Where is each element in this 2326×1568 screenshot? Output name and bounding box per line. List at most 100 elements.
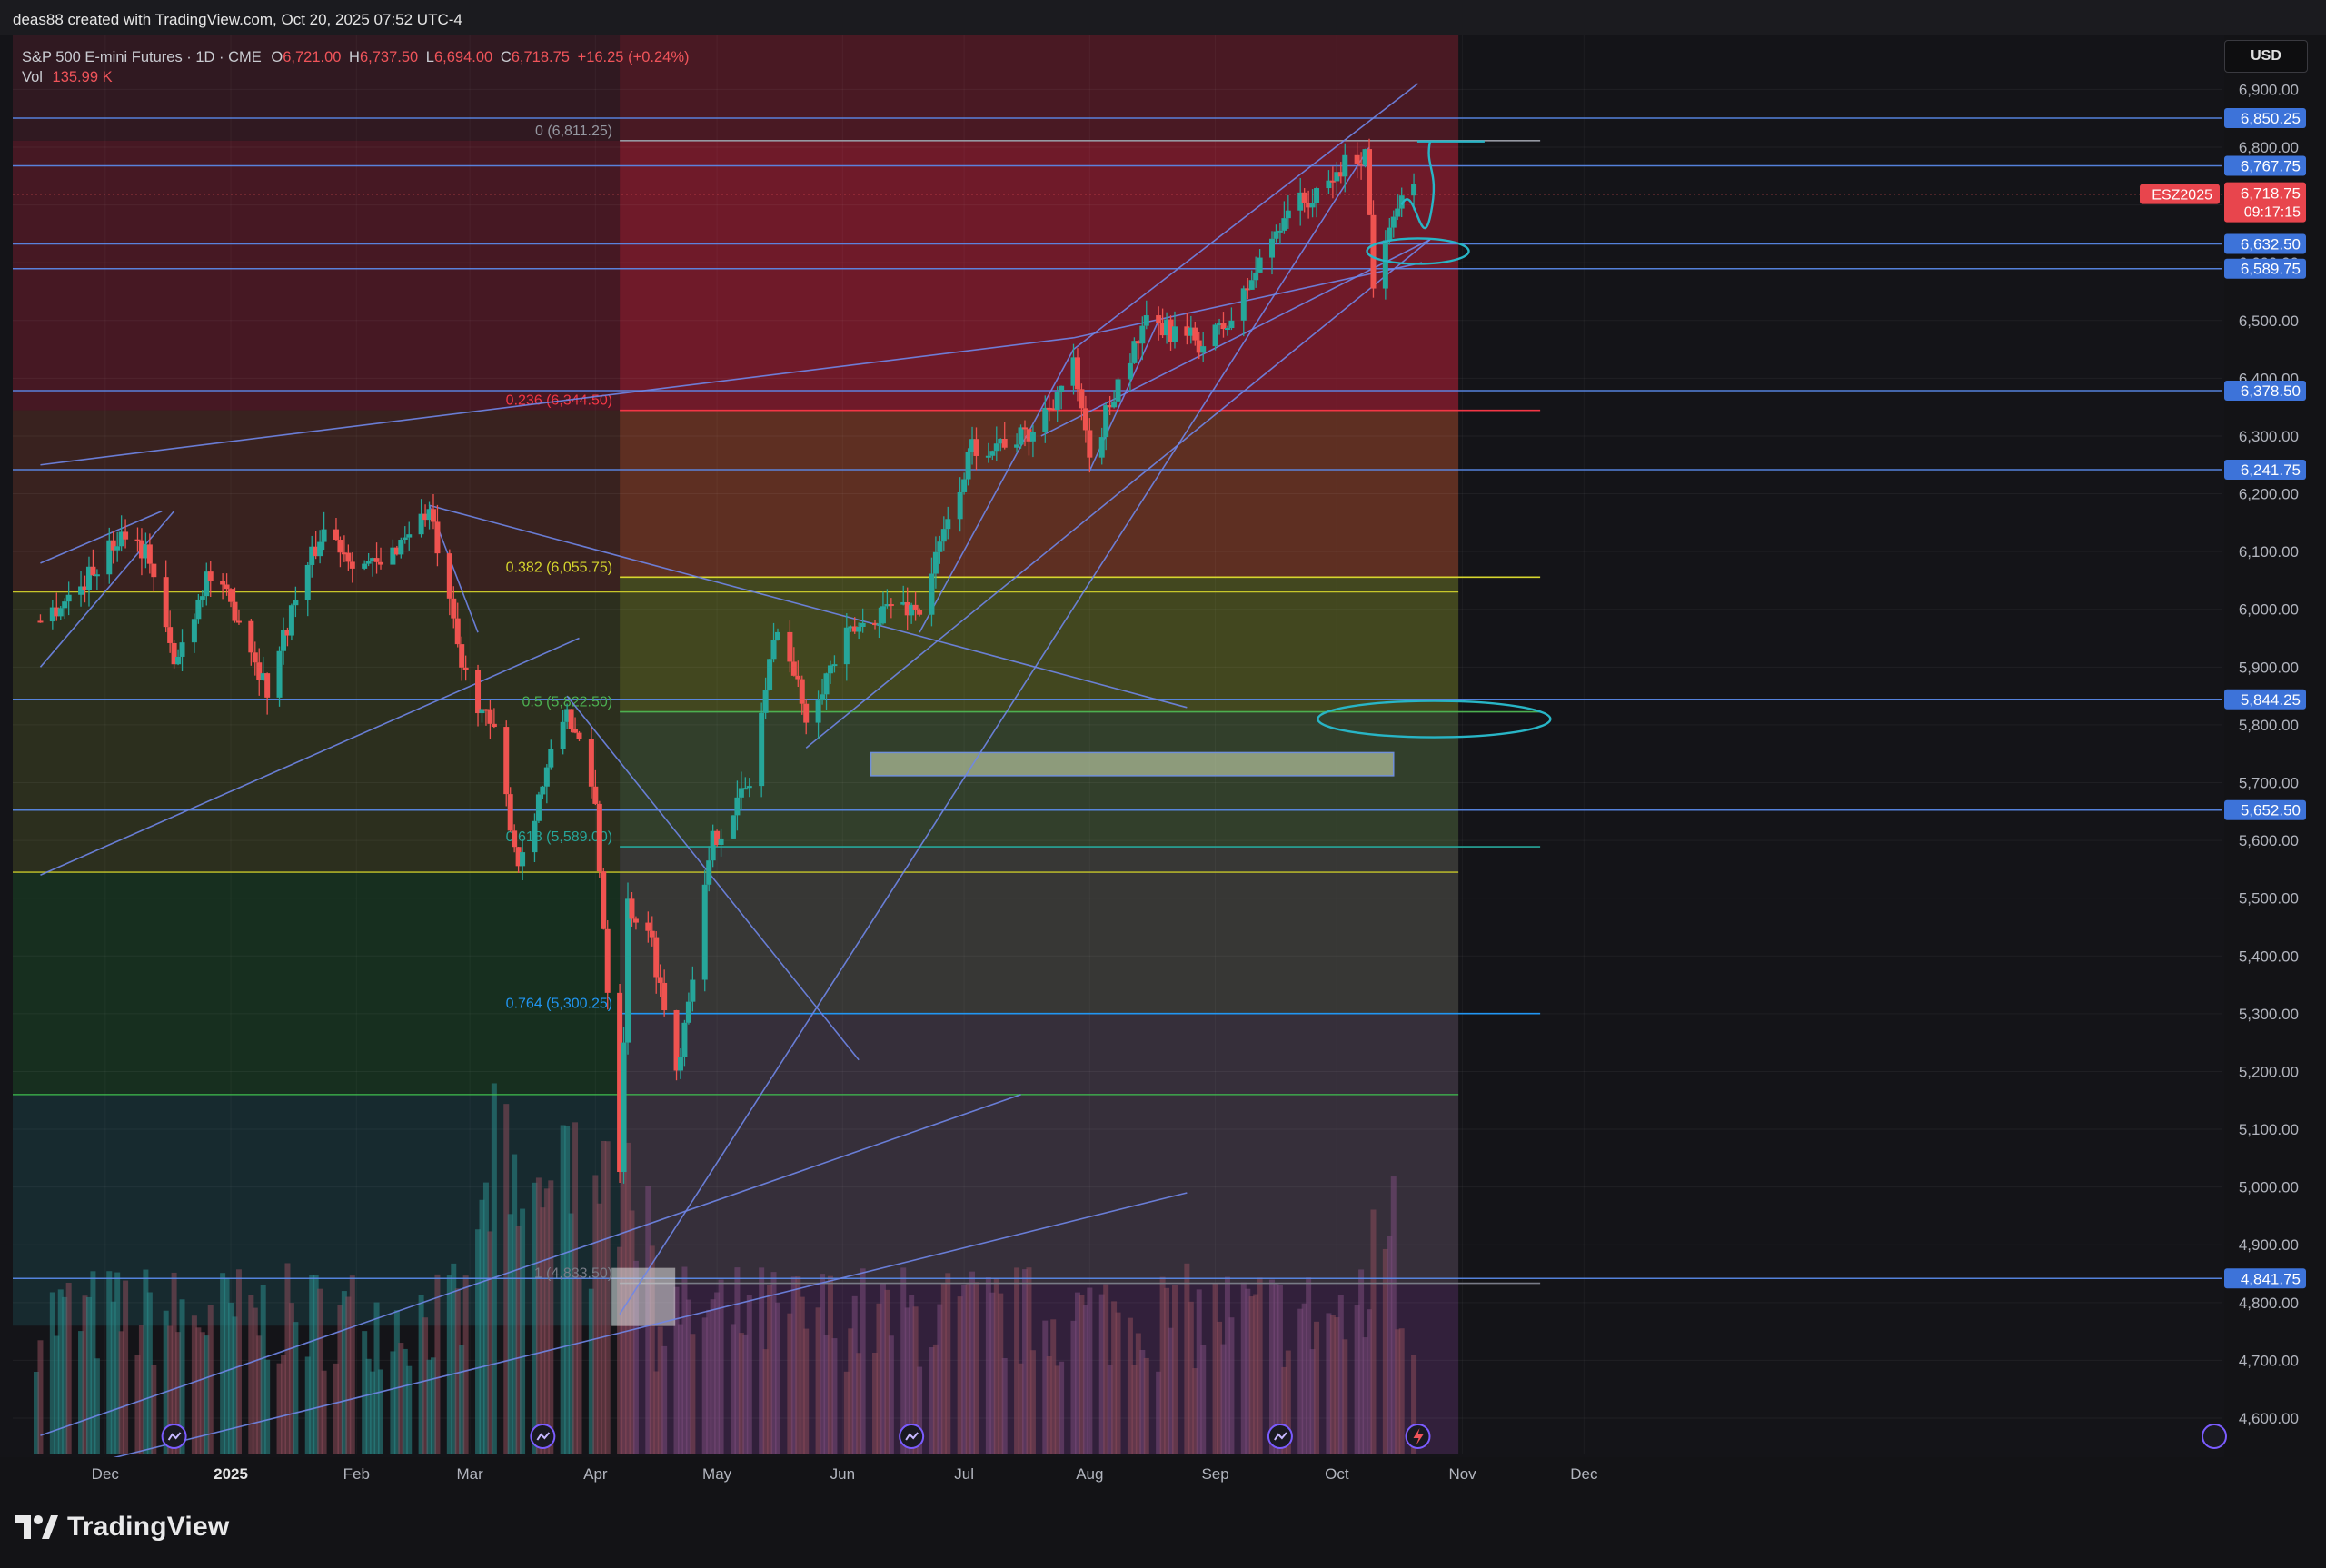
candle-body	[1220, 323, 1227, 330]
candle	[487, 700, 493, 739]
attribution-text: deas88 created with TradingView.com, Oct…	[13, 11, 462, 28]
candle-body	[1248, 280, 1255, 290]
volume-bar	[535, 1177, 542, 1454]
candle	[904, 587, 910, 630]
x-tick-label-9: Sep	[1201, 1465, 1228, 1483]
volume-bar	[281, 1355, 286, 1454]
candle	[362, 560, 368, 571]
candle	[276, 646, 283, 707]
price-chart[interactable]: 0 (6,811.25)0.236 (6,344.50)0.382 (6,055…	[0, 35, 2326, 1495]
candle-body	[1018, 427, 1024, 445]
candle-body	[957, 491, 963, 520]
volume-bar	[860, 1268, 866, 1454]
candle	[645, 911, 651, 943]
candle-body	[543, 767, 550, 787]
candle-body	[937, 541, 943, 552]
candle-body	[191, 619, 197, 643]
candle-body	[799, 679, 805, 704]
volume-bar	[446, 1275, 452, 1454]
candle-body	[85, 566, 92, 590]
volume-bar	[1362, 1337, 1368, 1454]
volume-bar	[228, 1302, 234, 1454]
volume-bar	[434, 1274, 441, 1454]
candle	[1188, 315, 1194, 344]
candle-body	[82, 586, 88, 590]
volume-bar	[1159, 1276, 1166, 1454]
volume-bar	[85, 1296, 92, 1454]
candle-body	[993, 443, 999, 452]
history-zone-2	[13, 591, 621, 873]
candle-body	[520, 852, 526, 867]
candle	[876, 607, 882, 639]
candle-body	[179, 642, 185, 657]
candle	[1334, 161, 1340, 195]
candle-body	[535, 794, 542, 821]
volume-bar	[235, 1269, 242, 1454]
level-tag-4	[2224, 381, 2306, 402]
volume-bar	[1131, 1365, 1138, 1454]
volume-bar	[759, 1267, 765, 1454]
candle	[118, 515, 124, 552]
volume-bar	[288, 1303, 294, 1454]
candle	[917, 608, 923, 617]
candle-body	[718, 838, 724, 845]
candle	[373, 542, 380, 574]
volume-bar	[57, 1289, 64, 1454]
candle	[1001, 422, 1008, 450]
volume-bar	[1354, 1305, 1360, 1454]
volume-bar	[1143, 1357, 1149, 1454]
candle-body	[823, 673, 830, 695]
legend-high-label: H	[349, 49, 360, 65]
volume-bar	[985, 1277, 991, 1454]
candle-body	[827, 665, 833, 674]
candle	[1306, 190, 1312, 219]
trendline-14	[40, 1094, 1021, 1436]
volume-bar	[422, 1317, 429, 1454]
level-tag-7	[2224, 799, 2306, 820]
candle-body	[795, 675, 801, 680]
candle-body	[1111, 401, 1118, 408]
candle	[775, 628, 780, 641]
y-tick-label-15: 5,400.00	[2239, 948, 2299, 965]
candle	[1370, 200, 1377, 298]
volume-bar	[937, 1304, 943, 1454]
candle-body	[49, 607, 55, 622]
volume-bar	[451, 1263, 457, 1454]
candle	[564, 703, 571, 729]
candle	[167, 610, 174, 653]
candle	[1192, 321, 1198, 346]
candle	[912, 591, 919, 621]
candle	[503, 720, 510, 807]
candle	[1029, 424, 1036, 458]
candle	[1281, 201, 1287, 234]
trendline-9	[919, 349, 1075, 633]
candle-body	[507, 794, 513, 831]
fib-zone-5	[620, 1013, 1459, 1284]
candle-body	[515, 847, 522, 867]
candle-body	[770, 640, 777, 660]
candle	[1269, 231, 1275, 275]
currency-button[interactable]: USD	[2224, 40, 2308, 73]
candle	[179, 629, 185, 671]
volume-bar	[317, 1288, 323, 1454]
trendline-0	[40, 637, 580, 876]
volume-bar	[1367, 1309, 1373, 1454]
volume-bar	[1314, 1321, 1320, 1454]
candle	[281, 617, 286, 665]
level-tag-2	[2224, 233, 2306, 254]
candle-body	[94, 574, 100, 577]
candle	[1054, 386, 1060, 422]
candle	[1411, 173, 1417, 211]
volume-bar	[479, 1199, 485, 1454]
candle	[998, 438, 1004, 452]
candle	[1301, 188, 1307, 213]
volume-bar	[418, 1295, 424, 1454]
candle-body	[917, 610, 923, 615]
candle-body	[341, 552, 347, 555]
candle	[677, 1048, 683, 1079]
volume-bar	[1087, 1287, 1093, 1454]
candle-body	[1156, 315, 1162, 323]
volume-bar	[1212, 1283, 1218, 1454]
candle-body	[430, 509, 436, 522]
chart-frame[interactable]: 0 (6,811.25)0.236 (6,344.50)0.382 (6,055…	[0, 35, 2326, 1495]
